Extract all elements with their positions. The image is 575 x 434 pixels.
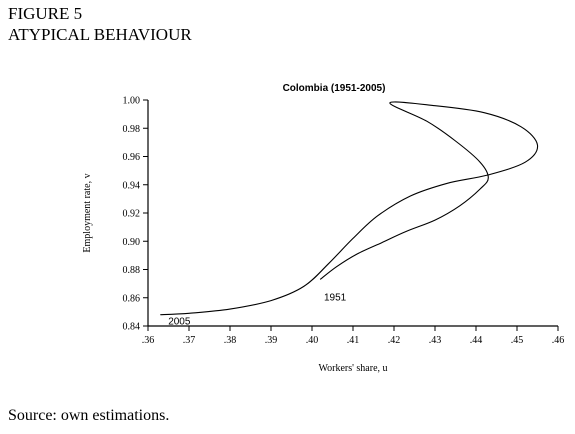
y-tick-label: 0.86 <box>123 293 141 304</box>
x-tick-label: .41 <box>347 335 360 346</box>
figure-title: FIGURE 5 ATYPICAL BEHAVIOUR <box>8 3 192 45</box>
chart-annotations: 1951 2005 <box>168 292 346 327</box>
y-tick-label: 0.94 <box>123 180 141 191</box>
y-axis-label: Employment rate, v <box>82 173 93 252</box>
x-tick-label: .38 <box>224 335 237 346</box>
series-line-0 <box>160 101 539 316</box>
y-tick-label: 0.96 <box>123 152 141 163</box>
x-tick-label: .42 <box>388 335 401 346</box>
figure-heading: ATYPICAL BEHAVIOUR <box>8 25 192 44</box>
x-tick-label: .37 <box>183 335 196 346</box>
figure-number: FIGURE 5 <box>8 4 83 23</box>
chart-title: Colombia (1951-2005) <box>283 83 386 94</box>
annotation-1951: 1951 <box>324 292 347 303</box>
y-tick-label: 0.98 <box>123 124 141 135</box>
chart-ticks: .36 .37 .38 .39 .40 .41 .42 .43 .44 .45 .46 0.84 0.8… <box>123 96 565 347</box>
x-tick-label: .43 <box>429 335 442 346</box>
annotation-2005: 2005 <box>168 316 191 327</box>
y-tick-label: 0.88 <box>123 265 141 276</box>
x-axis-label: Workers' share, u <box>318 363 387 374</box>
x-tick-label: .36 <box>142 335 155 346</box>
chart-series <box>160 101 539 316</box>
x-tick-label: .40 <box>306 335 319 346</box>
y-tick-label: 0.92 <box>123 209 141 220</box>
source-note: Source: own estimations. <box>8 407 170 424</box>
y-tick-label: 0.84 <box>123 322 141 333</box>
y-tick-label: 0.90 <box>123 237 141 248</box>
x-tick-label: .46 <box>552 335 565 346</box>
x-tick-label: .39 <box>265 335 278 346</box>
chart: .36 .37 .38 .39 .40 .41 .42 .43 .44 .45 .46 0.84 0.8… <box>82 83 565 374</box>
x-tick-label: .44 <box>470 335 483 346</box>
y-tick-label: 1.00 <box>123 96 141 107</box>
chart-axes <box>147 100 558 327</box>
x-tick-label: .45 <box>511 335 524 346</box>
